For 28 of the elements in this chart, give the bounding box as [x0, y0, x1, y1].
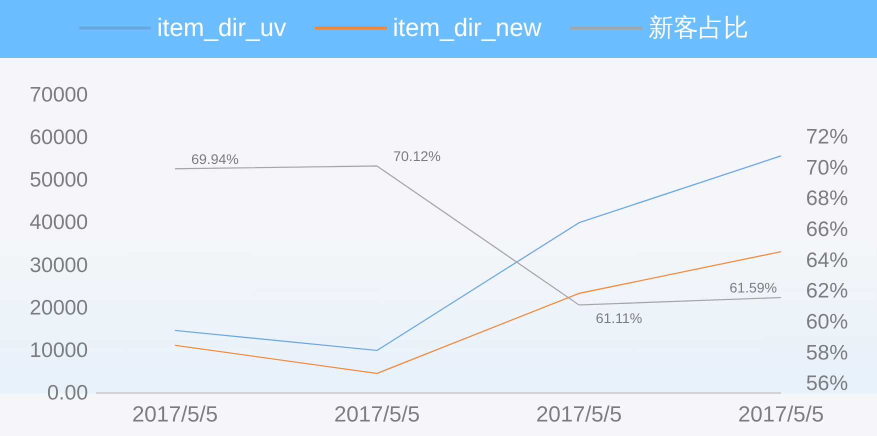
x-tick-label: 2017/5/5	[536, 402, 622, 426]
x-tick-label: 2017/5/5	[334, 402, 420, 426]
y2-tick-label: 60%	[806, 310, 848, 334]
y2-tick-label: 62%	[806, 280, 848, 303]
y-tick-label: 30000	[30, 254, 88, 277]
data-label: 61.11%	[596, 310, 642, 326]
legend-label: 新客占比	[648, 14, 748, 42]
x-tick-label: 2017/5/5	[738, 402, 824, 426]
data-label: 69.94%	[191, 150, 239, 167]
y2-tick-label: 72%	[806, 126, 848, 148]
legend-label: item_dir_uv	[157, 14, 287, 42]
y2-tick-label: 64%	[806, 248, 848, 272]
y-tick-label: 10000	[30, 338, 88, 362]
y-tick-label: 50000	[30, 168, 88, 192]
y2-tick-label: 58%	[806, 341, 848, 364]
data-label: 70.12%	[393, 148, 441, 164]
y-tick-label: 60000	[30, 126, 88, 150]
y-tick-label: 70000	[30, 84, 88, 106]
y-tick-label: 40000	[30, 211, 88, 234]
y2-tick-label: 68%	[806, 187, 848, 210]
y2-tick-label: 66%	[806, 218, 848, 242]
y-tick-label: 0.00	[47, 382, 88, 404]
y-tick-label: 20000	[30, 296, 88, 320]
y2-tick-label: 56%	[806, 372, 848, 396]
x-tick-label: 2017/5/5	[132, 402, 218, 426]
y2-tick-label: 70%	[806, 156, 848, 180]
legend-label: item_dir_new	[392, 14, 542, 42]
data-label: 61.59%	[730, 280, 777, 296]
